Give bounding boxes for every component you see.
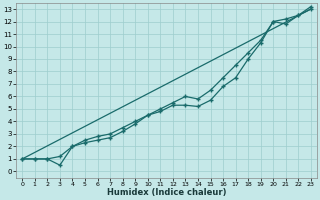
X-axis label: Humidex (Indice chaleur): Humidex (Indice chaleur) bbox=[107, 188, 226, 197]
